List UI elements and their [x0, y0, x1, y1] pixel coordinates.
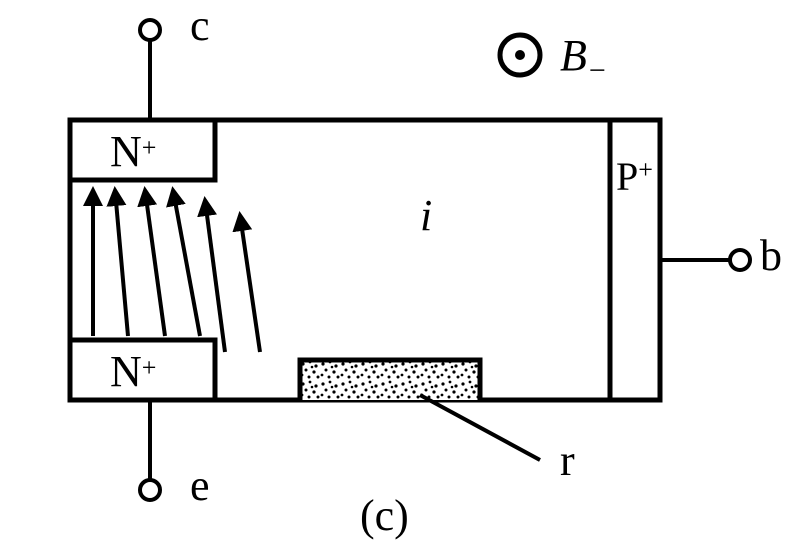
r-pointer-line [420, 395, 540, 460]
r-region-fill [300, 360, 480, 400]
subfigure-caption: (c) [360, 491, 409, 540]
n-plus-bottom-label: N+ [110, 347, 156, 396]
carrier-arrow-1 [115, 190, 128, 336]
carrier-arrow-3 [173, 190, 200, 336]
emitter-e-label: e [190, 461, 210, 510]
b-field-label: B− [560, 31, 606, 87]
carrier-arrow-5 [240, 215, 260, 352]
base-b-label: b [760, 231, 782, 280]
collector-c-terminal [140, 20, 160, 40]
carrier-arrow-2 [145, 190, 165, 336]
p-plus-label: P+ [616, 154, 653, 199]
carrier-arrow-4 [205, 200, 225, 352]
emitter-e-terminal [140, 480, 160, 500]
base-b-terminal [730, 250, 750, 270]
collector-c-label: c [190, 1, 210, 50]
n-plus-top-label: N+ [110, 127, 156, 176]
r-label: r [560, 436, 575, 485]
b-field-dot-icon [515, 50, 525, 60]
intrinsic-i-label: i [420, 191, 432, 240]
